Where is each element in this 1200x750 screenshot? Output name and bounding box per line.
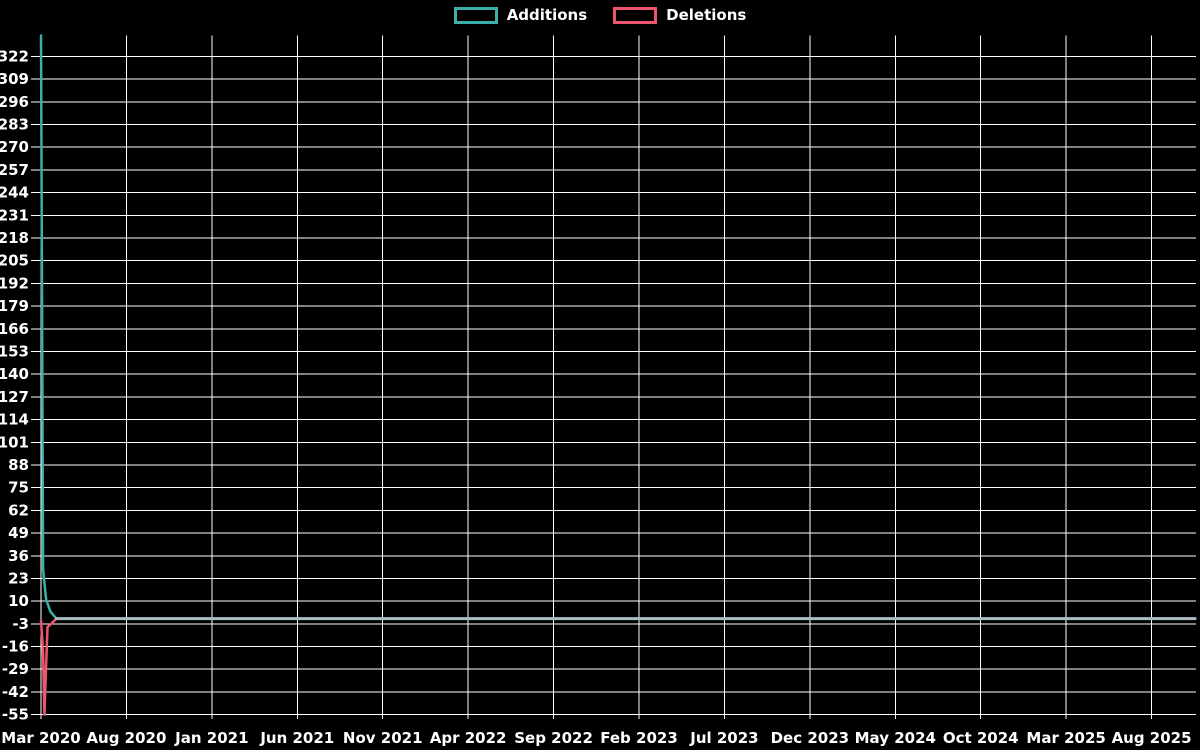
y-tick-label: -55	[2, 706, 29, 724]
y-tick-label: 140	[0, 365, 29, 383]
x-tick-label: Feb 2023	[600, 729, 678, 747]
x-tick-label: Nov 2021	[343, 729, 423, 747]
y-tick-label: 244	[0, 184, 29, 202]
y-tick-label: 88	[8, 456, 29, 474]
x-tick-label: Sep 2022	[514, 729, 593, 747]
y-tick-label: 309	[0, 70, 29, 88]
chart-legend: Additions Deletions	[0, 7, 1200, 24]
y-tick-label: 101	[0, 433, 29, 451]
y-tick-label: 114	[0, 411, 29, 429]
y-tick-label: 322	[0, 47, 29, 65]
x-tick-label: Apr 2022	[430, 729, 507, 747]
y-tick-label: -42	[2, 683, 29, 701]
y-tick-label: 49	[8, 524, 29, 542]
legend-label: Deletions	[666, 6, 747, 24]
x-tick-label: Aug 2025	[1112, 729, 1192, 747]
legend-label: Additions	[506, 6, 588, 24]
y-tick-label: 153	[0, 342, 29, 360]
legend-item-deletions[interactable]: Deletions	[613, 7, 746, 24]
y-tick-label: 62	[8, 501, 29, 519]
y-tick-label: 296	[0, 93, 29, 111]
y-tick-label: 10	[8, 592, 29, 610]
deletions-swatch-icon	[613, 7, 658, 24]
series-line-deletions	[39, 617, 1197, 716]
x-tick-label: Aug 2020	[86, 729, 166, 747]
x-tick-label: Mar 2020	[1, 729, 80, 747]
y-tick-label: 218	[0, 229, 29, 247]
y-tick-label: -29	[2, 660, 29, 678]
y-tick-label: 270	[0, 138, 29, 156]
y-tick-label: 231	[0, 206, 29, 224]
x-tick-label: Jul 2023	[689, 729, 758, 747]
x-tick-label: Jan 2021	[174, 729, 248, 747]
x-tick-label: Dec 2023	[771, 729, 850, 747]
y-tick-label: 205	[0, 252, 29, 270]
x-tick-label: Jun 2021	[259, 729, 334, 747]
series-line-additions	[39, 34, 1197, 620]
y-tick-label: 36	[8, 547, 29, 565]
x-tick-label: May 2024	[855, 729, 936, 747]
y-tick-label: 283	[0, 116, 29, 134]
y-tick-label: 23	[8, 569, 29, 587]
y-tick-label: 75	[8, 479, 29, 497]
y-tick-label: -3	[12, 615, 29, 633]
legend-item-additions[interactable]: Additions	[453, 6, 588, 24]
additions-swatch-icon	[453, 7, 498, 24]
y-tick-label: 192	[0, 274, 29, 292]
x-tick-label: Mar 2025	[1026, 729, 1105, 747]
y-tick-label: 166	[0, 320, 29, 338]
y-tick-label: 257	[0, 161, 29, 179]
y-tick-label: 127	[0, 388, 29, 406]
y-tick-label: -16	[2, 638, 29, 656]
y-tick-label: 179	[0, 297, 29, 315]
x-tick-label: Oct 2024	[943, 729, 1019, 747]
